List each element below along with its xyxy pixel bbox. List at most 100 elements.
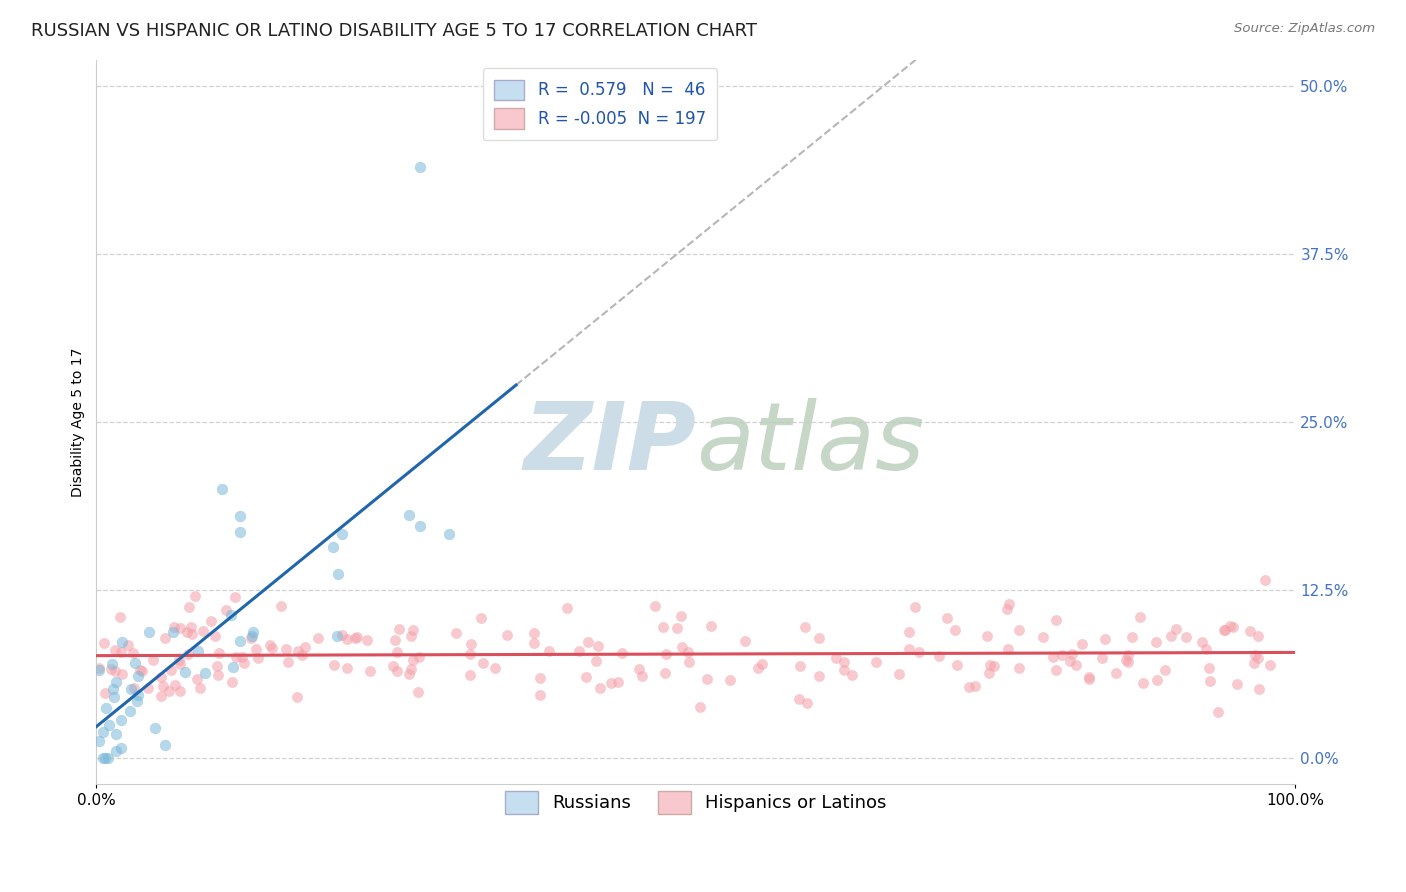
Y-axis label: Disability Age 5 to 17: Disability Age 5 to 17 [72,347,86,497]
Point [1045,663,1067,677]
Point [1254,574,1277,588]
Point [221,675,243,690]
Point [285,690,308,704]
Point [169,684,191,698]
Point [131,664,153,678]
Point [600,676,623,690]
Point [104,727,127,741]
Point [1116,655,1139,669]
Point [538,644,561,658]
Point [332,628,354,642]
Point [110,741,132,756]
Point [586,640,609,654]
Point [898,624,921,639]
Point [1070,637,1092,651]
Point [402,653,425,667]
Point [194,665,217,680]
Point [928,648,950,663]
Point [1045,613,1067,627]
Point [219,607,242,622]
Point [323,658,346,673]
Point [665,621,688,635]
Point [110,634,132,648]
Point [568,644,591,658]
Point [100,662,122,676]
Point [222,660,245,674]
Point [153,738,176,752]
Point [336,661,359,675]
Point [117,638,139,652]
Point [94,686,117,700]
Point [291,648,314,662]
Point [832,655,855,669]
Point [898,641,921,656]
Point [1121,630,1143,644]
Point [1191,635,1213,649]
Point [555,601,578,615]
Point [607,674,630,689]
Point [149,670,172,684]
Text: Source: ZipAtlas.com: Source: ZipAtlas.com [1234,22,1375,36]
Point [186,672,208,686]
Point [91,750,114,764]
Point [1078,672,1101,686]
Point [127,669,149,683]
Point [471,656,494,670]
Point [1066,658,1088,673]
Point [977,666,1000,681]
Point [789,659,811,673]
Point [796,696,818,710]
Point [1222,620,1244,634]
Text: ZIP: ZIP [523,398,696,490]
Point [671,609,693,624]
Point [207,668,229,682]
Point [676,645,699,659]
Point [1239,624,1261,638]
Point [142,653,165,667]
Point [1091,651,1114,665]
Point [627,662,650,676]
Point [1032,630,1054,644]
Point [832,663,855,677]
Point [979,657,1001,672]
Point [103,690,125,705]
Point [1219,619,1241,633]
Point [343,632,366,646]
Point [225,649,247,664]
Point [388,622,411,636]
Point [136,681,159,696]
Point [177,599,200,614]
Point [398,667,420,681]
Point [1129,609,1152,624]
Point [270,599,292,614]
Point [101,682,124,697]
Point [180,620,202,634]
Point [1213,623,1236,637]
Text: atlas: atlas [696,398,924,489]
Point [1144,635,1167,649]
Point [1094,632,1116,647]
Point [322,540,344,554]
Point [229,633,252,648]
Point [346,630,368,644]
Point [1249,681,1271,696]
Point [152,680,174,694]
Point [458,648,481,662]
Point [356,633,378,648]
Point [336,632,359,646]
Point [1243,656,1265,670]
Point [330,527,353,541]
Point [631,669,654,683]
Point [1247,629,1270,643]
Point [124,681,146,696]
Point [294,640,316,655]
Point [1059,654,1081,668]
Point [104,674,127,689]
Point [1225,677,1247,691]
Point [808,631,831,645]
Point [983,659,1005,673]
Point [529,671,551,685]
Point [1160,629,1182,643]
Point [124,657,146,671]
Point [1115,653,1137,667]
